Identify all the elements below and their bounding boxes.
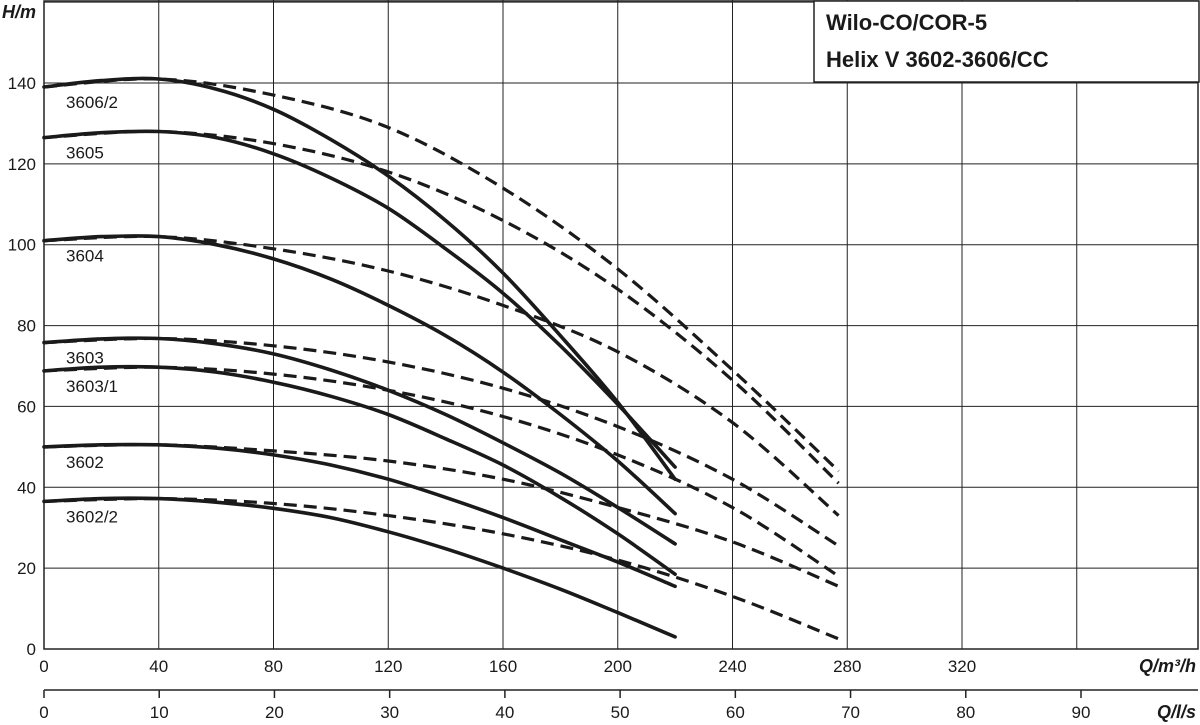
curve-dashed-3602-2 bbox=[43, 496, 840, 641]
curve-dashed-3603-1 bbox=[43, 365, 840, 578]
curve-dashed-3606-2 bbox=[43, 77, 840, 473]
x-tick-label: 240 bbox=[718, 657, 746, 676]
curve-solid-3602 bbox=[42, 442, 677, 589]
chart-title-line-1: Wilo-CO/COR-5 bbox=[826, 10, 987, 35]
x2-tick-label: 30 bbox=[380, 703, 399, 722]
curve-solid-3604 bbox=[42, 234, 677, 516]
y-tick-label: 80 bbox=[17, 317, 36, 336]
curve-dashed-3605 bbox=[43, 129, 840, 485]
curve-solid-3602-2 bbox=[42, 496, 677, 639]
x2-tick-label: 50 bbox=[611, 703, 630, 722]
chart-title-line-2: Helix V 3602-3606/CC bbox=[826, 47, 1049, 72]
x2-tick-label: 60 bbox=[726, 703, 745, 722]
curve-label-3603-1: 3603/1 bbox=[66, 377, 118, 396]
curve-dashed-3604 bbox=[43, 234, 840, 517]
curve-solid-3606-2 bbox=[42, 76, 677, 481]
curve-label-3604: 3604 bbox=[66, 247, 104, 266]
x2-tick-label: 20 bbox=[265, 703, 284, 722]
y-axis-label: H/m bbox=[2, 2, 36, 22]
y-tick-label: 20 bbox=[17, 559, 36, 578]
curve-label-3606-2: 3606/2 bbox=[66, 93, 118, 112]
curve-solid-3603 bbox=[42, 336, 677, 546]
x2-axis-label: Q/l/s bbox=[1157, 702, 1196, 722]
grid bbox=[43, 0, 1199, 650]
chart-title-box: Wilo-CO/COR-5 Helix V 3602-3606/CC bbox=[813, 0, 1200, 83]
y-tick-label: 140 bbox=[8, 74, 36, 93]
x-axis-label: Q/m³/h bbox=[1139, 656, 1196, 676]
curve-solid-3603-1 bbox=[42, 364, 677, 576]
x-tick-label: 200 bbox=[604, 657, 632, 676]
y-tick-label: 120 bbox=[8, 155, 36, 174]
curve-label-3603: 3603 bbox=[66, 349, 104, 368]
curve-dashed-3603 bbox=[43, 336, 840, 548]
title-box-frame bbox=[813, 0, 1200, 83]
curve-labels: 3606/2 3605 3604 3603 3603/1 3602 3602/2 bbox=[66, 93, 118, 526]
x-tick-label: 120 bbox=[374, 657, 402, 676]
x-tick-label: 320 bbox=[948, 657, 976, 676]
x-tick-label: 40 bbox=[149, 657, 168, 676]
curve-label-3602-2: 3602/2 bbox=[66, 507, 118, 526]
x2-tick-label: 80 bbox=[956, 703, 975, 722]
x-tick-label: 160 bbox=[489, 657, 517, 676]
plot-frame bbox=[43, 0, 1199, 650]
y-tick-label: 0 bbox=[27, 640, 36, 659]
x-tick-label: 80 bbox=[264, 657, 283, 676]
curve-dashed-3602 bbox=[43, 443, 840, 588]
x-tick-label: 280 bbox=[833, 657, 861, 676]
x2-tick-label: 70 bbox=[841, 703, 860, 722]
curve-solid-3605 bbox=[42, 129, 677, 469]
x2-tick-label: 90 bbox=[1072, 703, 1091, 722]
y-tick-label: 100 bbox=[8, 236, 36, 255]
x-tick-label: 0 bbox=[39, 657, 48, 676]
y-tick-label: 60 bbox=[17, 397, 36, 416]
curves bbox=[42, 76, 840, 641]
curve-label-3605: 3605 bbox=[66, 144, 104, 163]
y-tick-label: 40 bbox=[17, 478, 36, 497]
x2-tick-label: 0 bbox=[39, 703, 48, 722]
curve-label-3602: 3602 bbox=[66, 453, 104, 472]
x2-tick-label: 40 bbox=[495, 703, 514, 722]
x2-tick-label: 10 bbox=[150, 703, 169, 722]
